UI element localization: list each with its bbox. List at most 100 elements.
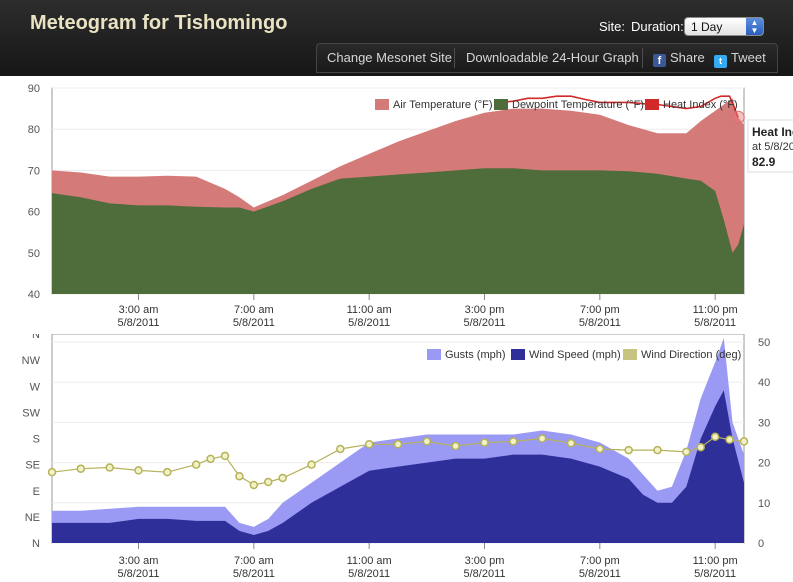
x-tick-time: 3:00 am [119,304,159,316]
tooltip-subtitle: at 5/8/20 [752,141,793,153]
change-site-link[interactable]: Change Mesonet Site [327,50,453,65]
x-tick-time: 3:00 pm [465,304,505,316]
wind-direction-point [696,442,705,452]
download-graph-link[interactable]: Downloadable 24-Hour Graph [466,50,639,65]
x-tick-time: 11:00 am [347,555,392,567]
tooltip-box [747,119,793,173]
nav-divider [642,48,643,68]
x-tick-date: 5/8/2011 [348,568,390,580]
wind-direction-point [537,434,547,443]
legend-swatch [645,99,659,110]
tooltip-value: 82.9 [752,155,776,169]
x-tick-date: 5/8/2011 [463,568,505,580]
x-tick-date: 5/8/2011 [348,317,390,329]
x-tick-date: 5/8/2011 [117,317,159,329]
tooltip-title: Heat Ind [752,125,793,139]
wind-direction-point [710,432,720,442]
wind-speed-area [52,390,744,543]
share-label: Share [670,50,705,65]
duration-select-value: 1 Day [691,20,723,34]
legend-swatch [375,99,389,110]
y-tick-label: 50 [28,248,40,260]
wind-direction-point [480,438,489,447]
direction-tick-label: W [30,381,41,393]
share-link[interactable]: f Share [653,44,705,72]
legend-label: Wind Speed (mph) [529,349,621,361]
wind-direction-point [220,451,230,461]
wind-direction-point [725,435,734,444]
legend-swatch [511,349,525,360]
x-tick-time: 11:00 am [347,304,392,316]
header-bar: Meteogram for Tishomingo Site: Duration: … [0,0,793,76]
heat-index-marker [731,110,745,124]
x-tick-time: 3:00 am [119,555,159,567]
wind-direction-point [264,477,273,487]
wind-direction-point [163,467,172,477]
site-duration-labels: Site: Duration: [599,19,690,34]
wind-direction-point [364,440,374,449]
x-tick-date: 5/8/2011 [233,568,275,580]
wind-direction-point [624,445,633,455]
duration-select[interactable]: 1 Day ▲ ▼ [684,17,764,36]
legend-label: Wind Direction (deg) [641,349,741,361]
wind-direction-point [307,460,316,469]
wind-direction-point [134,466,143,475]
wind-direction-point [451,441,460,451]
wind-direction-point [191,460,201,469]
wind-direction-point [47,467,57,477]
right-y-tick-label: 30 [758,417,770,429]
x-tick-time: 7:00 am [234,304,274,316]
wind-direction-point [653,445,662,455]
tweet-link[interactable]: t Tweet [714,44,766,72]
x-tick-time: 3:00 pm [465,555,505,567]
nav-bar: Change Mesonet Site Downloadable 24-Hour… [316,43,778,73]
direction-tick-label: E [33,486,40,498]
twitter-icon: t [714,55,727,68]
dewpoint-area [52,168,744,294]
chevron-up-down-icon: ▲ ▼ [746,18,763,35]
x-tick-date: 5/8/2011 [579,568,621,580]
wind-direction-point [682,447,691,457]
x-tick-time: 11:00 pm [693,555,738,567]
x-tick-time: 11:00 pm [693,304,738,316]
right-y-tick-label: 10 [758,498,770,510]
wind-direction-point [278,473,287,483]
y-tick-label: 90 [28,83,40,95]
wind-direction-point [739,437,749,446]
direction-tick-label: N [32,538,40,550]
tweet-label: Tweet [731,50,766,65]
direction-tick-label: SE [25,460,40,472]
site-label: Site: [599,19,626,34]
direction-tick-label: N [32,334,40,341]
direction-tick-label: S [33,434,40,446]
legend-label: Air Temperature (°F) [393,99,493,111]
wind-direction-point [235,471,244,481]
wind-direction-point [509,437,518,446]
right-y-tick-label: 20 [758,458,770,470]
legend-swatch [427,349,441,360]
wind-direction-point [336,444,345,454]
x-tick-date: 5/8/2011 [463,317,505,329]
wind-direction-point [393,440,403,449]
x-tick-time: 7:00 pm [580,555,620,567]
direction-tick-label: NW [22,355,41,367]
x-tick-date: 5/8/2011 [117,568,159,580]
x-tick-date: 5/8/2011 [694,317,736,329]
facebook-icon: f [653,54,666,67]
right-y-tick-label: 0 [758,538,764,550]
wind-direction-point [76,464,86,473]
temperature-chart: 90 80 70 60 50 40 Air Temperature (°F) Dewpoint… [28,83,793,329]
wind-direction-point [595,444,605,454]
direction-tick-label: NE [25,512,40,524]
legend-swatch [494,99,508,110]
legend-label: Heat Index (°F) [663,99,738,111]
wind-direction-point [566,438,576,448]
wind-direction-point [105,463,114,472]
x-tick-date: 5/8/2011 [694,568,736,580]
y-tick-label: 70 [28,165,40,177]
right-y-tick-label: 40 [758,377,770,389]
x-tick-time: 7:00 pm [580,304,620,316]
y-tick-label: 40 [28,289,40,301]
x-tick-time: 7:00 am [234,555,274,567]
y-tick-label: 80 [28,124,40,136]
